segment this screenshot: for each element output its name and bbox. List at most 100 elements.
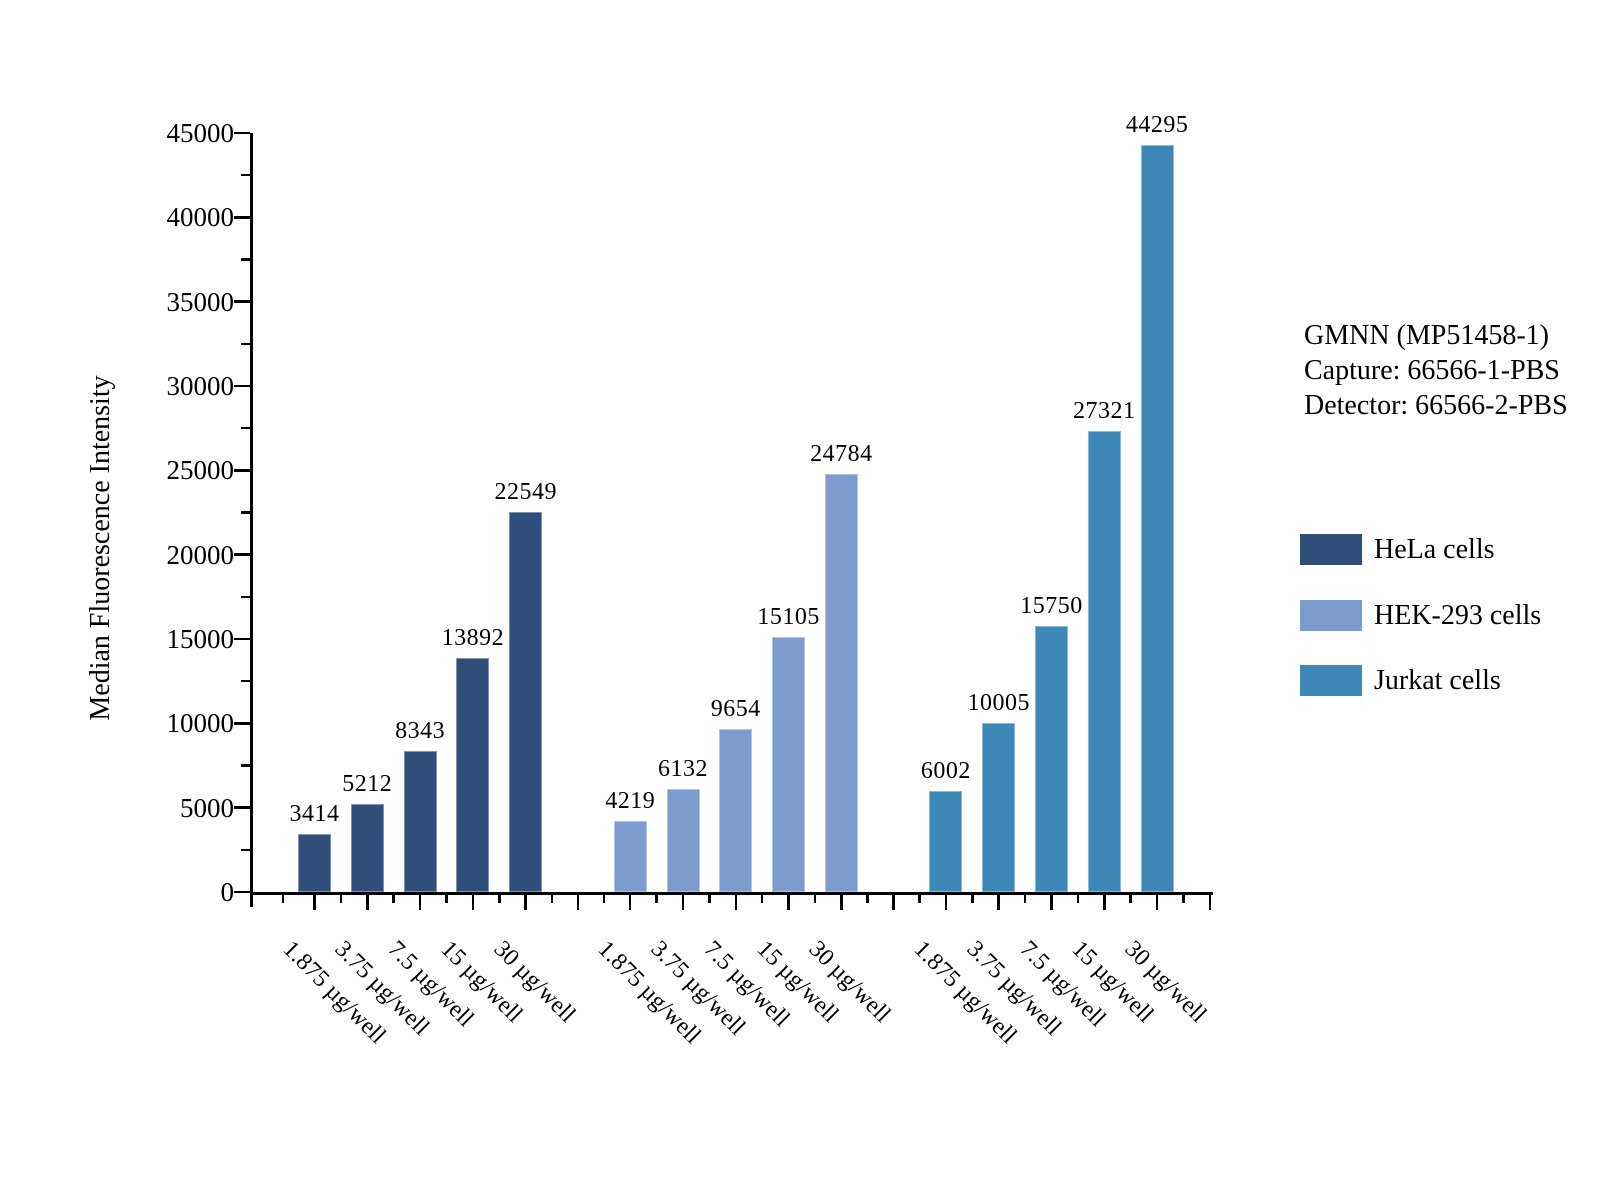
- y-tick-label: 45000: [166, 118, 235, 148]
- y-axis-major-tick: [234, 131, 250, 135]
- bar-jurkat-1.875 µg/well: [929, 790, 963, 892]
- annotation-line-capture: Capture: 66566-1-PBS: [1304, 355, 1560, 386]
- x-axis-major-tick: [734, 895, 738, 910]
- x-axis-minor-tick: [445, 895, 448, 903]
- bar-value-label: 6132: [658, 755, 708, 782]
- x-axis-major-tick: [366, 895, 369, 910]
- bar-hek-293-30 µg/well: [824, 473, 858, 892]
- x-axis-major-tick: [997, 895, 1000, 910]
- x-axis-major-tick: [524, 895, 527, 910]
- bar-value-label: 13892: [441, 624, 505, 651]
- y-axis-major-tick: [234, 384, 250, 388]
- x-axis-major-tick: [418, 895, 422, 910]
- x-axis-major-tick: [787, 895, 790, 910]
- bar-value-label: 5212: [342, 771, 393, 798]
- y-tick-label: 25000: [166, 455, 235, 486]
- bar-value-label: 9654: [710, 696, 761, 723]
- legend-row-jurkat: Jurkat cells: [1300, 665, 1501, 696]
- x-axis-minor-tick: [602, 895, 606, 903]
- x-axis-major-tick: [681, 895, 685, 910]
- bar-value-label: 6002: [920, 757, 971, 784]
- annotation-block: GMNN (MP51458-1) Capture: 66566-1-PBS De…: [1304, 318, 1568, 423]
- x-axis-line: [250, 892, 1213, 895]
- x-axis-minor-tick: [866, 895, 869, 903]
- y-axis-minor-tick: [241, 679, 250, 683]
- bar-value-label: 8343: [395, 718, 446, 745]
- legend-swatch-jurkat: [1300, 665, 1362, 696]
- legend-label-jurkat: Jurkat cells: [1374, 664, 1501, 696]
- x-axis-minor-tick: [918, 895, 922, 903]
- x-axis-minor-tick: [1129, 895, 1132, 903]
- bar-jurkat-15 µg/well: [1087, 431, 1121, 892]
- y-axis-minor-tick: [241, 764, 250, 767]
- y-axis-major-tick: [234, 469, 250, 472]
- x-axis-major-tick: [576, 895, 580, 910]
- x-axis-minor-tick: [971, 895, 974, 903]
- bar-hela-1.875 µg/well: [298, 834, 331, 892]
- y-axis-major-tick: [234, 637, 250, 641]
- y-axis-major-tick: [234, 806, 250, 809]
- y-axis-minor-tick: [241, 342, 250, 346]
- x-axis-minor-tick: [281, 895, 285, 903]
- y-axis-minor-tick: [241, 258, 250, 261]
- x-axis-major-tick: [1050, 895, 1053, 910]
- bar-value-label: 15105: [757, 604, 820, 631]
- y-axis-major-tick: [234, 216, 250, 219]
- x-axis-minor-tick: [760, 895, 764, 903]
- x-axis-minor-tick: [1076, 895, 1080, 903]
- bar-value-label: 15750: [1020, 593, 1083, 620]
- x-axis-major-tick: [1155, 895, 1159, 910]
- y-axis-minor-tick: [241, 511, 250, 514]
- y-tick-label: 5000: [180, 792, 234, 823]
- y-tick-label: 40000: [166, 202, 235, 233]
- annotation-line-detector: Detector: 66566-2-PBS: [1304, 390, 1568, 421]
- x-axis-minor-tick: [708, 895, 711, 903]
- x-axis-minor-tick: [655, 895, 658, 903]
- y-axis-minor-tick: [241, 595, 250, 599]
- y-tick-label: 15000: [166, 624, 235, 654]
- x-axis-minor-tick: [813, 895, 817, 903]
- x-axis-minor-tick: [1023, 895, 1027, 903]
- x-axis-minor-tick: [1182, 895, 1185, 903]
- bar-jurkat-30 µg/well: [1140, 144, 1174, 892]
- y-tick-label: 0: [220, 877, 235, 907]
- x-axis-major-tick: [313, 895, 316, 910]
- x-axis-major-tick: [840, 895, 843, 910]
- y-axis-minor-tick: [241, 426, 250, 430]
- x-axis-major-tick: [1208, 895, 1212, 910]
- x-axis-major-tick: [471, 895, 475, 910]
- y-tick-label: 10000: [166, 708, 235, 739]
- bar-hek-293-7.5 µg/well: [719, 729, 753, 892]
- x-axis-major-tick: [628, 895, 632, 910]
- y-axis-line: [250, 133, 253, 907]
- bar-value-label: 3414: [289, 801, 340, 828]
- bar-value-label: 22549: [494, 478, 557, 505]
- legend-row-hela: HeLa cells: [1300, 534, 1495, 565]
- y-tick-label: 35000: [166, 286, 235, 317]
- y-axis-major-tick: [234, 890, 250, 894]
- y-tick-label: 30000: [166, 371, 235, 401]
- x-axis-major-tick: [892, 895, 895, 910]
- bar-hela-15 µg/well: [456, 657, 490, 892]
- x-axis-minor-tick: [339, 895, 343, 903]
- y-axis-major-tick: [234, 553, 250, 556]
- bar-jurkat-3.75 µg/well: [982, 723, 1016, 892]
- bar-jurkat-7.5 µg/well: [1035, 626, 1068, 892]
- legend-swatch-hela: [1300, 534, 1362, 565]
- y-axis-major-tick: [234, 300, 250, 303]
- bar-value-label: 44295: [1125, 111, 1189, 138]
- legend-swatch-hek293: [1300, 600, 1362, 631]
- bar-hela-30 µg/well: [509, 511, 543, 892]
- x-axis-major-tick: [1103, 895, 1106, 910]
- bar-value-label: 10005: [967, 690, 1030, 717]
- legend-label-hela: HeLa cells: [1374, 533, 1495, 565]
- x-axis-minor-tick: [392, 895, 395, 903]
- y-axis-minor-tick: [241, 173, 250, 177]
- legend-label-hek293: HEK-293 cells: [1374, 599, 1542, 631]
- y-axis-major-tick: [234, 722, 250, 725]
- bar-hela-3.75 µg/well: [350, 804, 384, 892]
- bar-hek-293-3.75 µg/well: [666, 788, 700, 892]
- legend-row-hek293: HEK-293 cells: [1300, 600, 1541, 631]
- annotation-line-target: GMNN (MP51458-1): [1304, 320, 1549, 351]
